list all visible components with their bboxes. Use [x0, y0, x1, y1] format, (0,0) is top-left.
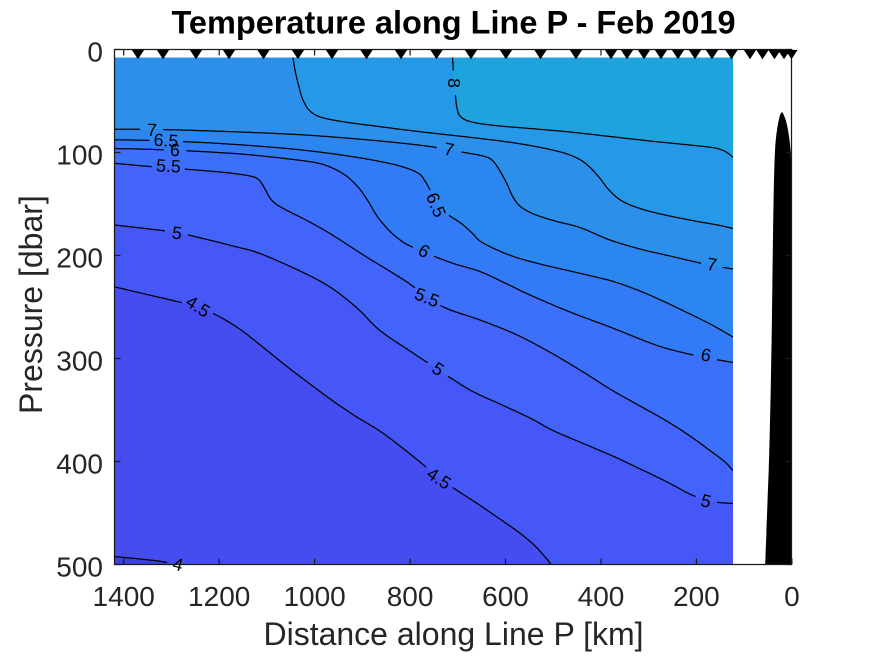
svg-text:0: 0	[784, 581, 800, 612]
svg-text:Pressure [dbar]: Pressure [dbar]	[13, 195, 49, 414]
svg-text:1200: 1200	[188, 581, 250, 612]
svg-text:100: 100	[56, 140, 103, 171]
svg-text:6: 6	[699, 344, 713, 366]
svg-text:400: 400	[578, 581, 625, 612]
svg-text:7: 7	[442, 139, 455, 160]
svg-text:7: 7	[147, 120, 158, 140]
svg-text:Temperature along Line P - Feb: Temperature along Line P - Feb 2019	[171, 5, 735, 41]
svg-text:1000: 1000	[283, 581, 345, 612]
svg-text:200: 200	[56, 243, 103, 274]
svg-text:5.5: 5.5	[156, 155, 182, 176]
svg-text:6.5: 6.5	[153, 130, 179, 152]
svg-text:800: 800	[387, 581, 434, 612]
svg-text:500: 500	[56, 552, 103, 583]
svg-text:300: 300	[56, 346, 103, 377]
svg-text:200: 200	[673, 581, 720, 612]
svg-text:5: 5	[699, 490, 714, 512]
svg-text:0: 0	[87, 37, 103, 68]
svg-text:6: 6	[170, 140, 181, 160]
svg-text:7: 7	[706, 254, 719, 275]
svg-text:400: 400	[56, 449, 103, 480]
svg-text:Distance along Line P [km]: Distance along Line P [km]	[263, 616, 643, 652]
svg-text:5: 5	[171, 222, 184, 243]
svg-text:8: 8	[444, 78, 464, 88]
svg-text:1400: 1400	[93, 581, 155, 612]
svg-text:600: 600	[482, 581, 529, 612]
